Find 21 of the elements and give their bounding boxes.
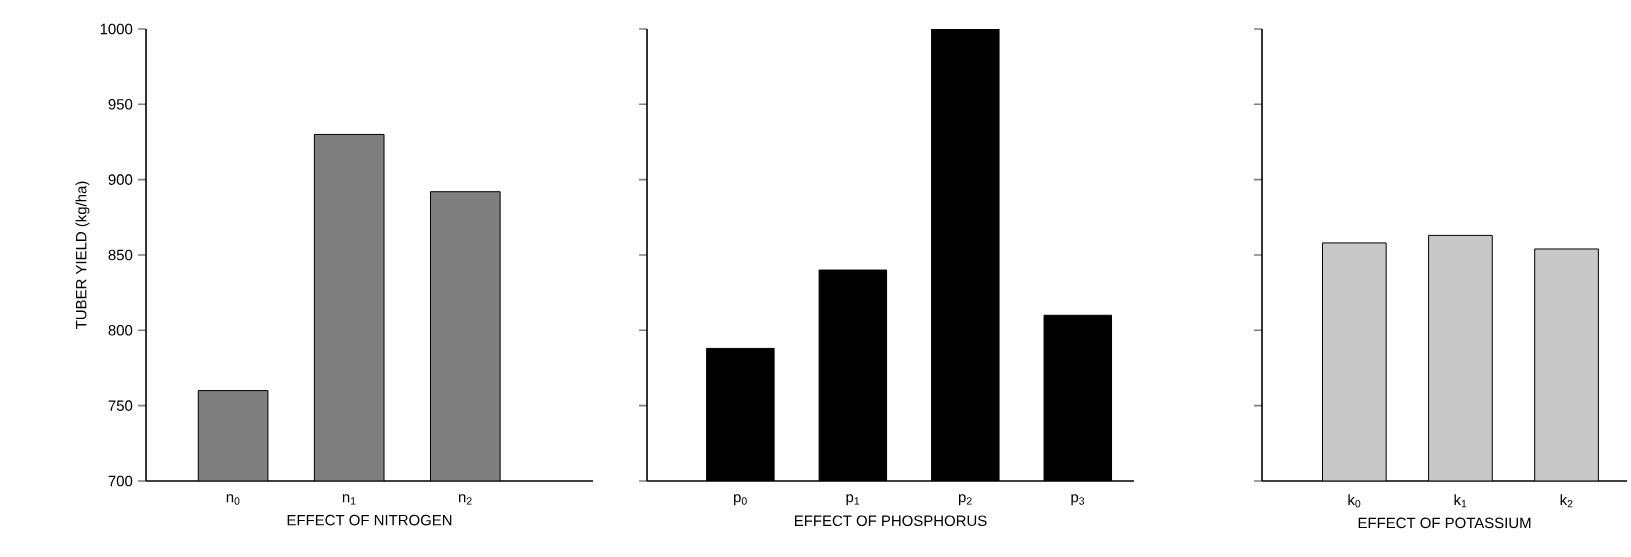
x-tick-label: n$_{0}$ bbox=[226, 494, 240, 505]
x-tick-label: k$_{1}$ bbox=[1454, 494, 1467, 508]
y-tick-label: 750 bbox=[108, 400, 133, 411]
x-tick-label: p$_{3}$ bbox=[1071, 494, 1085, 506]
y-tick-label: 800 bbox=[108, 325, 133, 336]
x-axis-title: EFFECT OF NITROGEN bbox=[287, 514, 452, 526]
x-tick-label: p$_{2}$ bbox=[958, 494, 972, 506]
y-tick-label: 950 bbox=[108, 99, 133, 110]
x-axis-title: EFFECT OF PHOSPHORUS bbox=[795, 515, 987, 527]
y-tick-label: 700 bbox=[108, 475, 133, 487]
y-tick-label: 900 bbox=[108, 174, 133, 185]
y-tick-label: 850 bbox=[108, 249, 133, 261]
x-tick-label: k$_{2}$ bbox=[1560, 494, 1573, 508]
y-axis-title: TUBER YIELD (kg/ha) bbox=[75, 181, 90, 329]
x-tick-label: n$_{1}$ bbox=[342, 494, 356, 505]
x-tick-label: p$_{0}$ bbox=[734, 494, 747, 506]
y-tick-label: 1000 bbox=[100, 23, 133, 35]
x-axis-title: EFFECT OF POTASSIUM bbox=[1358, 517, 1531, 529]
x-tick-label: p$_{1}$ bbox=[846, 494, 860, 506]
x-tick-label: k$_{0}$ bbox=[1348, 494, 1361, 508]
x-tick-label: n$_{2}$ bbox=[458, 494, 472, 505]
